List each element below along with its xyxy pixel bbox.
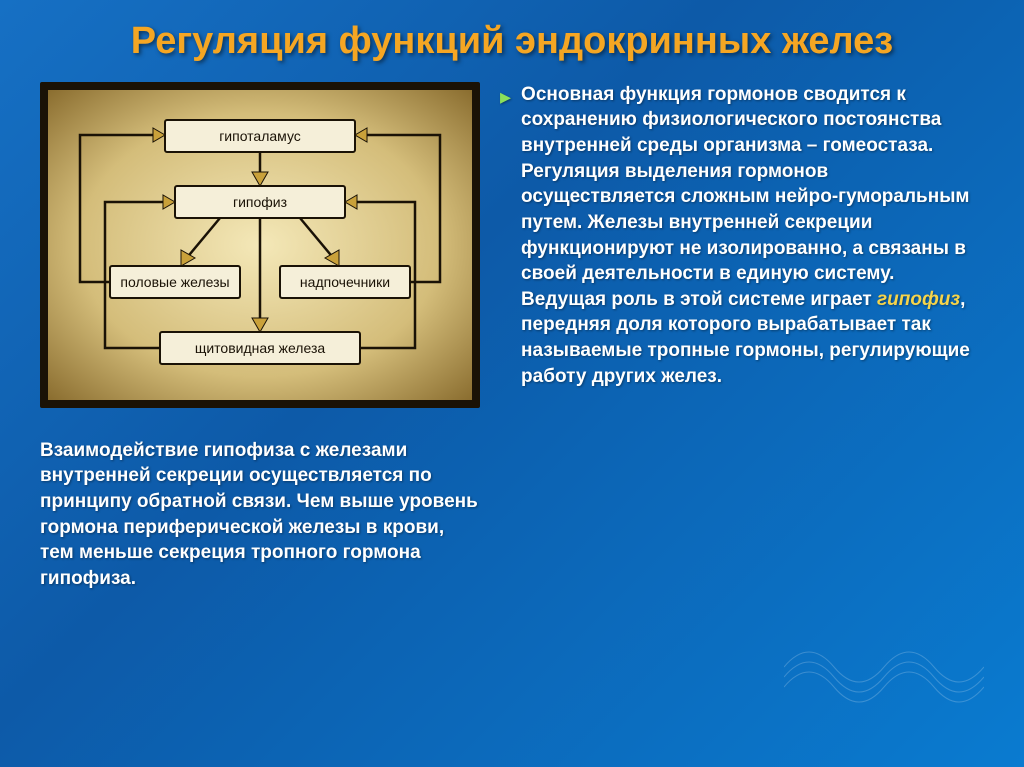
left-column: гипоталамус гипофиз (40, 82, 480, 737)
node-thyroid: щитовидная железа (195, 340, 326, 356)
right-column: ▸ Основная функция гормонов сводится к с… (500, 82, 984, 737)
slide-title: Регуляция функций эндокринных желез (40, 20, 984, 64)
node-hypothalamus: гипоталамус (219, 128, 301, 144)
diagram-caption: Взаимодействие гипофиза с железами внутр… (40, 438, 480, 592)
body-paragraph: Основная функция гормонов сводится к сох… (521, 82, 984, 737)
bullet-icon: ▸ (500, 84, 511, 737)
node-pituitary: гипофиз (233, 194, 287, 210)
node-gonads: половые железы (120, 274, 229, 290)
body-before: Основная функция гормонов сводится к сох… (521, 84, 969, 310)
body-highlight: гипофиз (877, 289, 960, 310)
feedback-diagram: гипоталамус гипофиз (48, 90, 472, 400)
slide: Регуляция функций эндокринных желез (0, 0, 1024, 767)
content-row: гипоталамус гипофиз (40, 82, 984, 737)
node-adrenals: надпочечники (300, 274, 390, 290)
diagram-frame: гипоталамус гипофиз (40, 82, 480, 408)
